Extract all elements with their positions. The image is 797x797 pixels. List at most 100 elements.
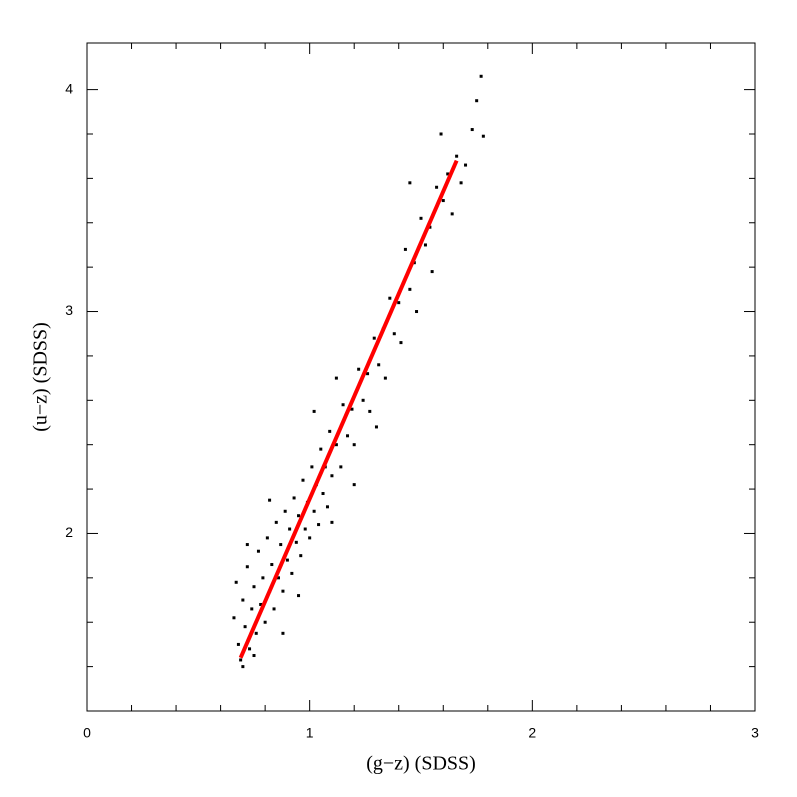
data-point — [346, 434, 350, 438]
data-point — [312, 509, 316, 513]
x-tick-label: 0 — [83, 725, 91, 741]
data-point — [341, 403, 345, 407]
data-point — [392, 332, 396, 336]
data-point — [377, 363, 381, 367]
data-point — [263, 620, 267, 624]
data-point — [285, 558, 289, 562]
data-point — [245, 565, 249, 569]
data-point — [455, 154, 459, 158]
data-point — [290, 571, 294, 575]
data-point — [419, 216, 423, 220]
data-point — [265, 536, 269, 540]
data-point — [339, 465, 343, 469]
data-point — [403, 247, 407, 251]
data-point — [479, 74, 483, 78]
data-point — [243, 625, 247, 629]
data-point — [294, 540, 298, 544]
data-point — [308, 536, 312, 540]
data-point — [361, 398, 365, 402]
data-point — [248, 647, 252, 651]
data-point — [321, 492, 325, 496]
data-point — [276, 576, 280, 580]
y-tick-label: 3 — [65, 302, 73, 318]
data-point — [301, 478, 305, 482]
data-point — [435, 185, 439, 189]
data-point — [368, 409, 372, 413]
data-point — [297, 514, 301, 518]
data-point — [297, 594, 301, 598]
data-point — [408, 181, 412, 185]
data-point — [241, 665, 245, 669]
data-point — [366, 372, 370, 376]
data-point — [252, 585, 256, 589]
data-point — [236, 642, 240, 646]
data-point — [374, 425, 378, 429]
data-point — [439, 132, 443, 136]
data-point — [252, 654, 256, 658]
data-point — [245, 543, 249, 547]
data-point — [357, 367, 361, 371]
data-point — [268, 498, 272, 502]
data-point — [283, 509, 287, 513]
data-point — [281, 631, 285, 635]
data-point — [261, 576, 265, 580]
data-point — [397, 301, 401, 305]
data-point — [428, 225, 432, 229]
data-point — [292, 496, 296, 500]
data-point — [254, 631, 258, 635]
data-point — [310, 465, 314, 469]
fit-line — [238, 159, 459, 659]
data-point — [350, 407, 354, 411]
data-point — [250, 607, 254, 611]
data-point — [288, 527, 292, 531]
data-point — [319, 447, 323, 451]
data-point — [475, 99, 479, 103]
data-point — [272, 607, 276, 611]
data-point — [317, 523, 321, 527]
data-point — [450, 212, 454, 216]
data-point — [279, 543, 283, 547]
data-point — [459, 181, 463, 185]
data-point — [234, 580, 238, 584]
data-point — [408, 287, 412, 291]
data-point — [430, 270, 434, 274]
data-point — [383, 376, 387, 380]
data-point — [274, 520, 278, 524]
data-point — [328, 429, 332, 433]
data-point — [312, 409, 316, 413]
data-point — [415, 310, 419, 314]
data-point — [330, 520, 334, 524]
y-axis-label: (u−z) (SDSS) — [30, 322, 52, 432]
y-tick-label: 2 — [65, 524, 73, 540]
data-point — [470, 128, 474, 132]
data-point — [352, 483, 356, 487]
data-point — [423, 243, 427, 247]
x-tick-label: 3 — [751, 725, 759, 741]
x-tick-label: 2 — [528, 725, 536, 741]
data-point — [372, 336, 376, 340]
data-point — [352, 443, 356, 447]
data-point — [399, 341, 403, 345]
data-point — [299, 554, 303, 558]
data-point — [481, 134, 485, 138]
data-point — [388, 296, 392, 300]
data-point — [241, 598, 245, 602]
data-point — [303, 527, 307, 531]
data-point — [256, 549, 260, 553]
plot-frame — [86, 42, 756, 712]
data-point — [270, 563, 274, 567]
data-point — [330, 474, 334, 478]
data-point — [441, 199, 445, 203]
y-tick-label: 4 — [65, 80, 73, 96]
data-point — [281, 589, 285, 593]
data-point — [464, 163, 468, 167]
data-point — [259, 602, 263, 606]
x-tick-label: 1 — [306, 725, 314, 741]
data-point — [325, 505, 329, 509]
data-point — [334, 376, 338, 380]
data-point — [239, 658, 243, 662]
data-point — [446, 172, 450, 176]
